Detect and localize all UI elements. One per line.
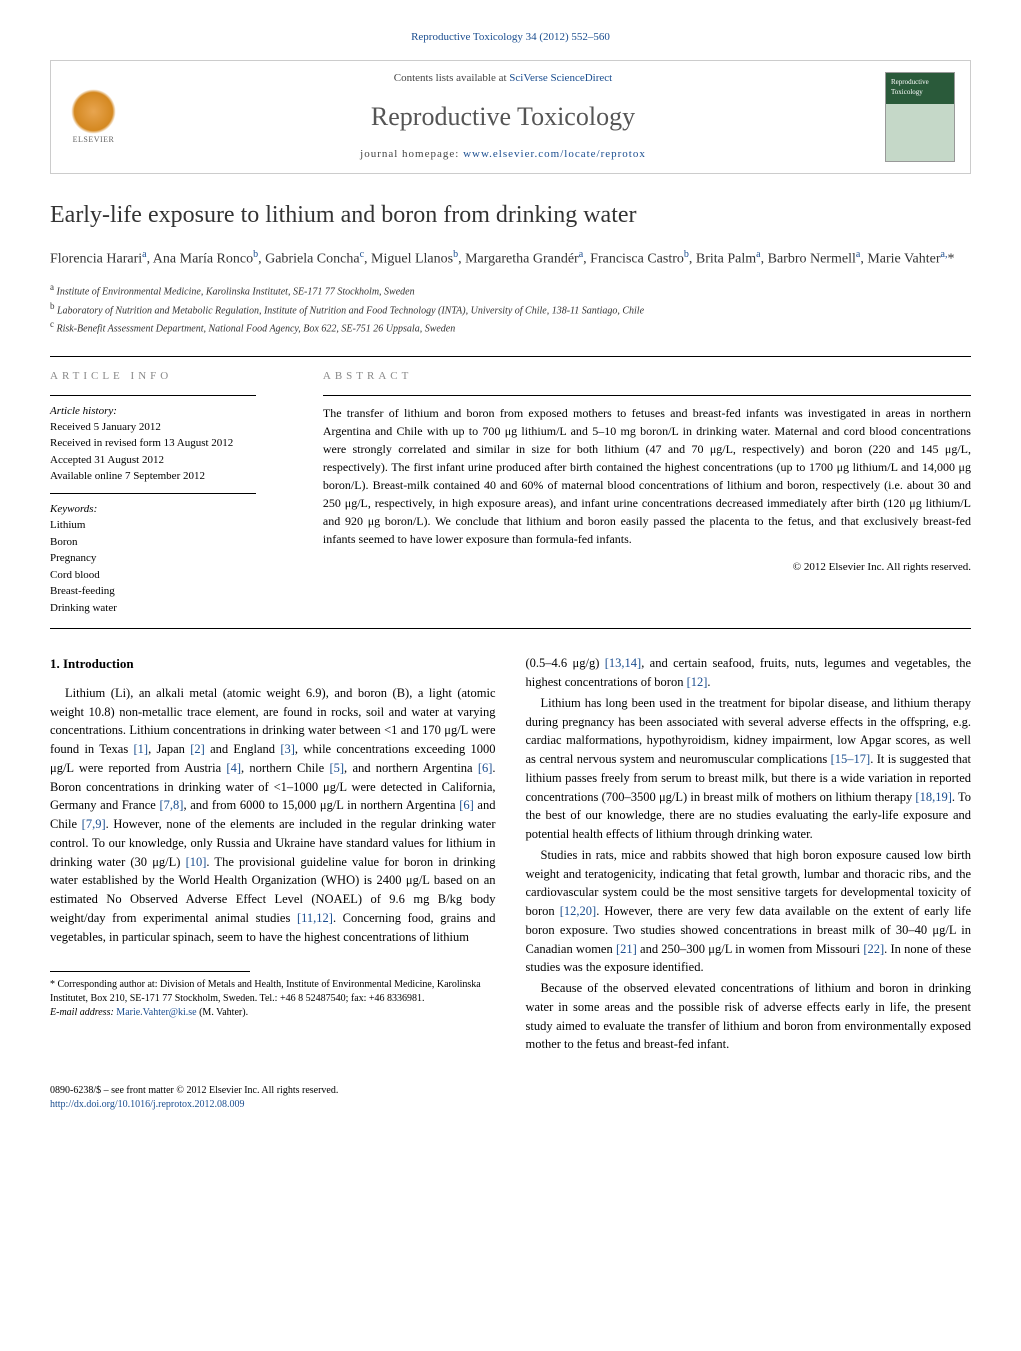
contents-prefix: Contents lists available at [394,72,509,84]
keyword-item: Lithium [50,517,293,534]
body-paragraph: Studies in rats, mice and rabbits showed… [526,846,972,977]
page-footer-info: 0890-6238/$ – see front matter © 2012 El… [50,1084,971,1112]
keyword-item: Breast-feeding [50,583,293,600]
journal-cover-thumbnail [885,72,955,162]
keyword-item: Cord blood [50,567,293,584]
divider [323,395,971,396]
sciencedirect-link[interactable]: SciVerse ScienceDirect [509,72,612,84]
info-abstract-section: article info Article history: Received 5… [50,356,971,629]
publisher-logo: ELSEVIER [66,84,121,149]
journal-homepage-line: journal homepage: www.elsevier.com/locat… [121,147,885,162]
abstract-label: abstract [323,369,971,384]
publisher-name: ELSEVIER [73,134,115,145]
abstract-column: abstract The transfer of lithium and bor… [308,357,971,628]
history-item: Accepted 31 August 2012 [50,452,293,469]
body-paragraph: Lithium (Li), an alkali metal (atomic we… [50,684,496,947]
article-info-label: article info [50,369,293,384]
affiliation-item: c Risk-Benefit Assessment Department, Na… [50,318,971,336]
affiliation-item: a Institute of Environmental Medicine, K… [50,281,971,299]
corresponding-author-footnote: * Corresponding author at: Division of M… [50,978,496,1006]
divider [50,395,256,396]
keyword-item: Pregnancy [50,550,293,567]
issn-line: 0890-6238/$ – see front matter © 2012 El… [50,1084,971,1098]
doi-link[interactable]: http://dx.doi.org/10.1016/j.reprotox.201… [50,1099,245,1110]
history-item: Available online 7 September 2012 [50,468,293,485]
homepage-prefix: journal homepage: [360,148,463,160]
keywords-label: Keywords: [50,502,293,517]
body-paragraph: Because of the observed elevated concent… [526,979,972,1054]
elsevier-tree-icon [71,89,116,134]
journal-header-box: ELSEVIER Contents lists available at Sci… [50,60,971,173]
affiliations-list: a Institute of Environmental Medicine, K… [50,281,971,336]
keyword-item: Drinking water [50,600,293,617]
journal-reference: Reproductive Toxicology 34 (2012) 552–56… [50,30,971,45]
affiliation-item: b Laboratory of Nutrition and Metabolic … [50,300,971,318]
corresponding-email-link[interactable]: Marie.Vahter@ki.se [116,1007,196,1018]
article-title: Early-life exposure to lithium and boron… [50,199,971,233]
history-item: Received in revised form 13 August 2012 [50,435,293,452]
email-suffix: (M. Vahter). [197,1007,248,1018]
homepage-link[interactable]: www.elsevier.com/locate/reprotox [463,148,646,160]
article-info-column: article info Article history: Received 5… [50,357,308,628]
header-center: Contents lists available at SciVerse Sci… [121,71,885,162]
body-paragraph: (0.5–4.6 μg/g) [13,14], and certain seaf… [526,654,972,692]
email-footnote: E-mail address: Marie.Vahter@ki.se (M. V… [50,1006,496,1020]
footnote-separator [50,971,250,972]
intro-heading: 1. Introduction [50,654,496,674]
journal-title: Reproductive Toxicology [121,99,885,135]
email-label: E-mail address: [50,1007,116,1018]
keyword-item: Boron [50,534,293,551]
abstract-copyright: © 2012 Elsevier Inc. All rights reserved… [323,560,971,575]
abstract-text: The transfer of lithium and boron from e… [323,404,971,548]
divider [50,493,256,494]
body-two-column: 1. Introduction Lithium (Li), an alkali … [50,654,971,1054]
body-paragraph: Lithium has long been used in the treatm… [526,694,972,844]
contents-available-line: Contents lists available at SciVerse Sci… [121,71,885,86]
history-label: Article history: [50,404,293,419]
author-list: Florencia Hararia, Ana María Roncob, Gab… [50,247,971,271]
history-item: Received 5 January 2012 [50,419,293,436]
